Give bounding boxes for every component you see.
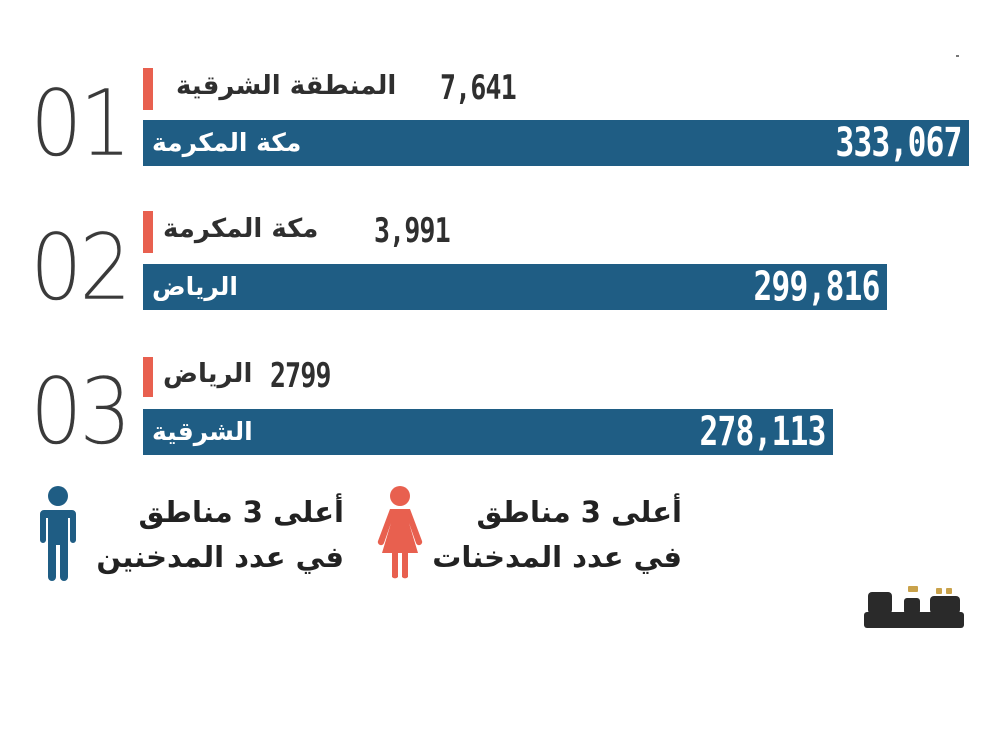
- male-legend-line1: أعلى 3 مناطق: [138, 495, 344, 529]
- female-value: 3,991: [374, 211, 451, 251]
- male-bar: [143, 409, 833, 455]
- female-marker: [143, 211, 153, 253]
- male-value: 333,067: [835, 120, 963, 166]
- male-value: 299,816: [753, 264, 881, 310]
- male-region: الرياض: [152, 272, 238, 301]
- male-bar: [143, 264, 887, 310]
- female-marker: [143, 68, 153, 110]
- female-value: 7,641: [440, 68, 517, 108]
- female-marker: [143, 357, 153, 397]
- rank-label: 03: [30, 358, 132, 465]
- male-legend-line2: في عدد المدخنين: [96, 540, 344, 574]
- female-region: الرياض: [163, 359, 253, 389]
- rank-label: 02: [30, 214, 132, 321]
- male-value: 278,113: [699, 409, 827, 455]
- male-bar: [143, 120, 969, 166]
- male-region: الشرقية: [152, 417, 253, 446]
- female-value: 2799: [270, 356, 332, 396]
- female-legend-line2: في عدد المدخنات: [432, 540, 682, 574]
- rank-label: 01: [30, 70, 132, 177]
- makkah-logo: [864, 586, 964, 628]
- stray-dot: [956, 55, 959, 57]
- female-person-icon: [377, 486, 423, 579]
- female-legend-line1: أعلى 3 مناطق: [476, 495, 682, 529]
- female-region: مكة المكرمة: [163, 214, 319, 244]
- female-region: المنطقة الشرقية: [176, 71, 397, 101]
- male-region: مكة المكرمة: [152, 128, 302, 157]
- male-person-icon: [40, 486, 76, 581]
